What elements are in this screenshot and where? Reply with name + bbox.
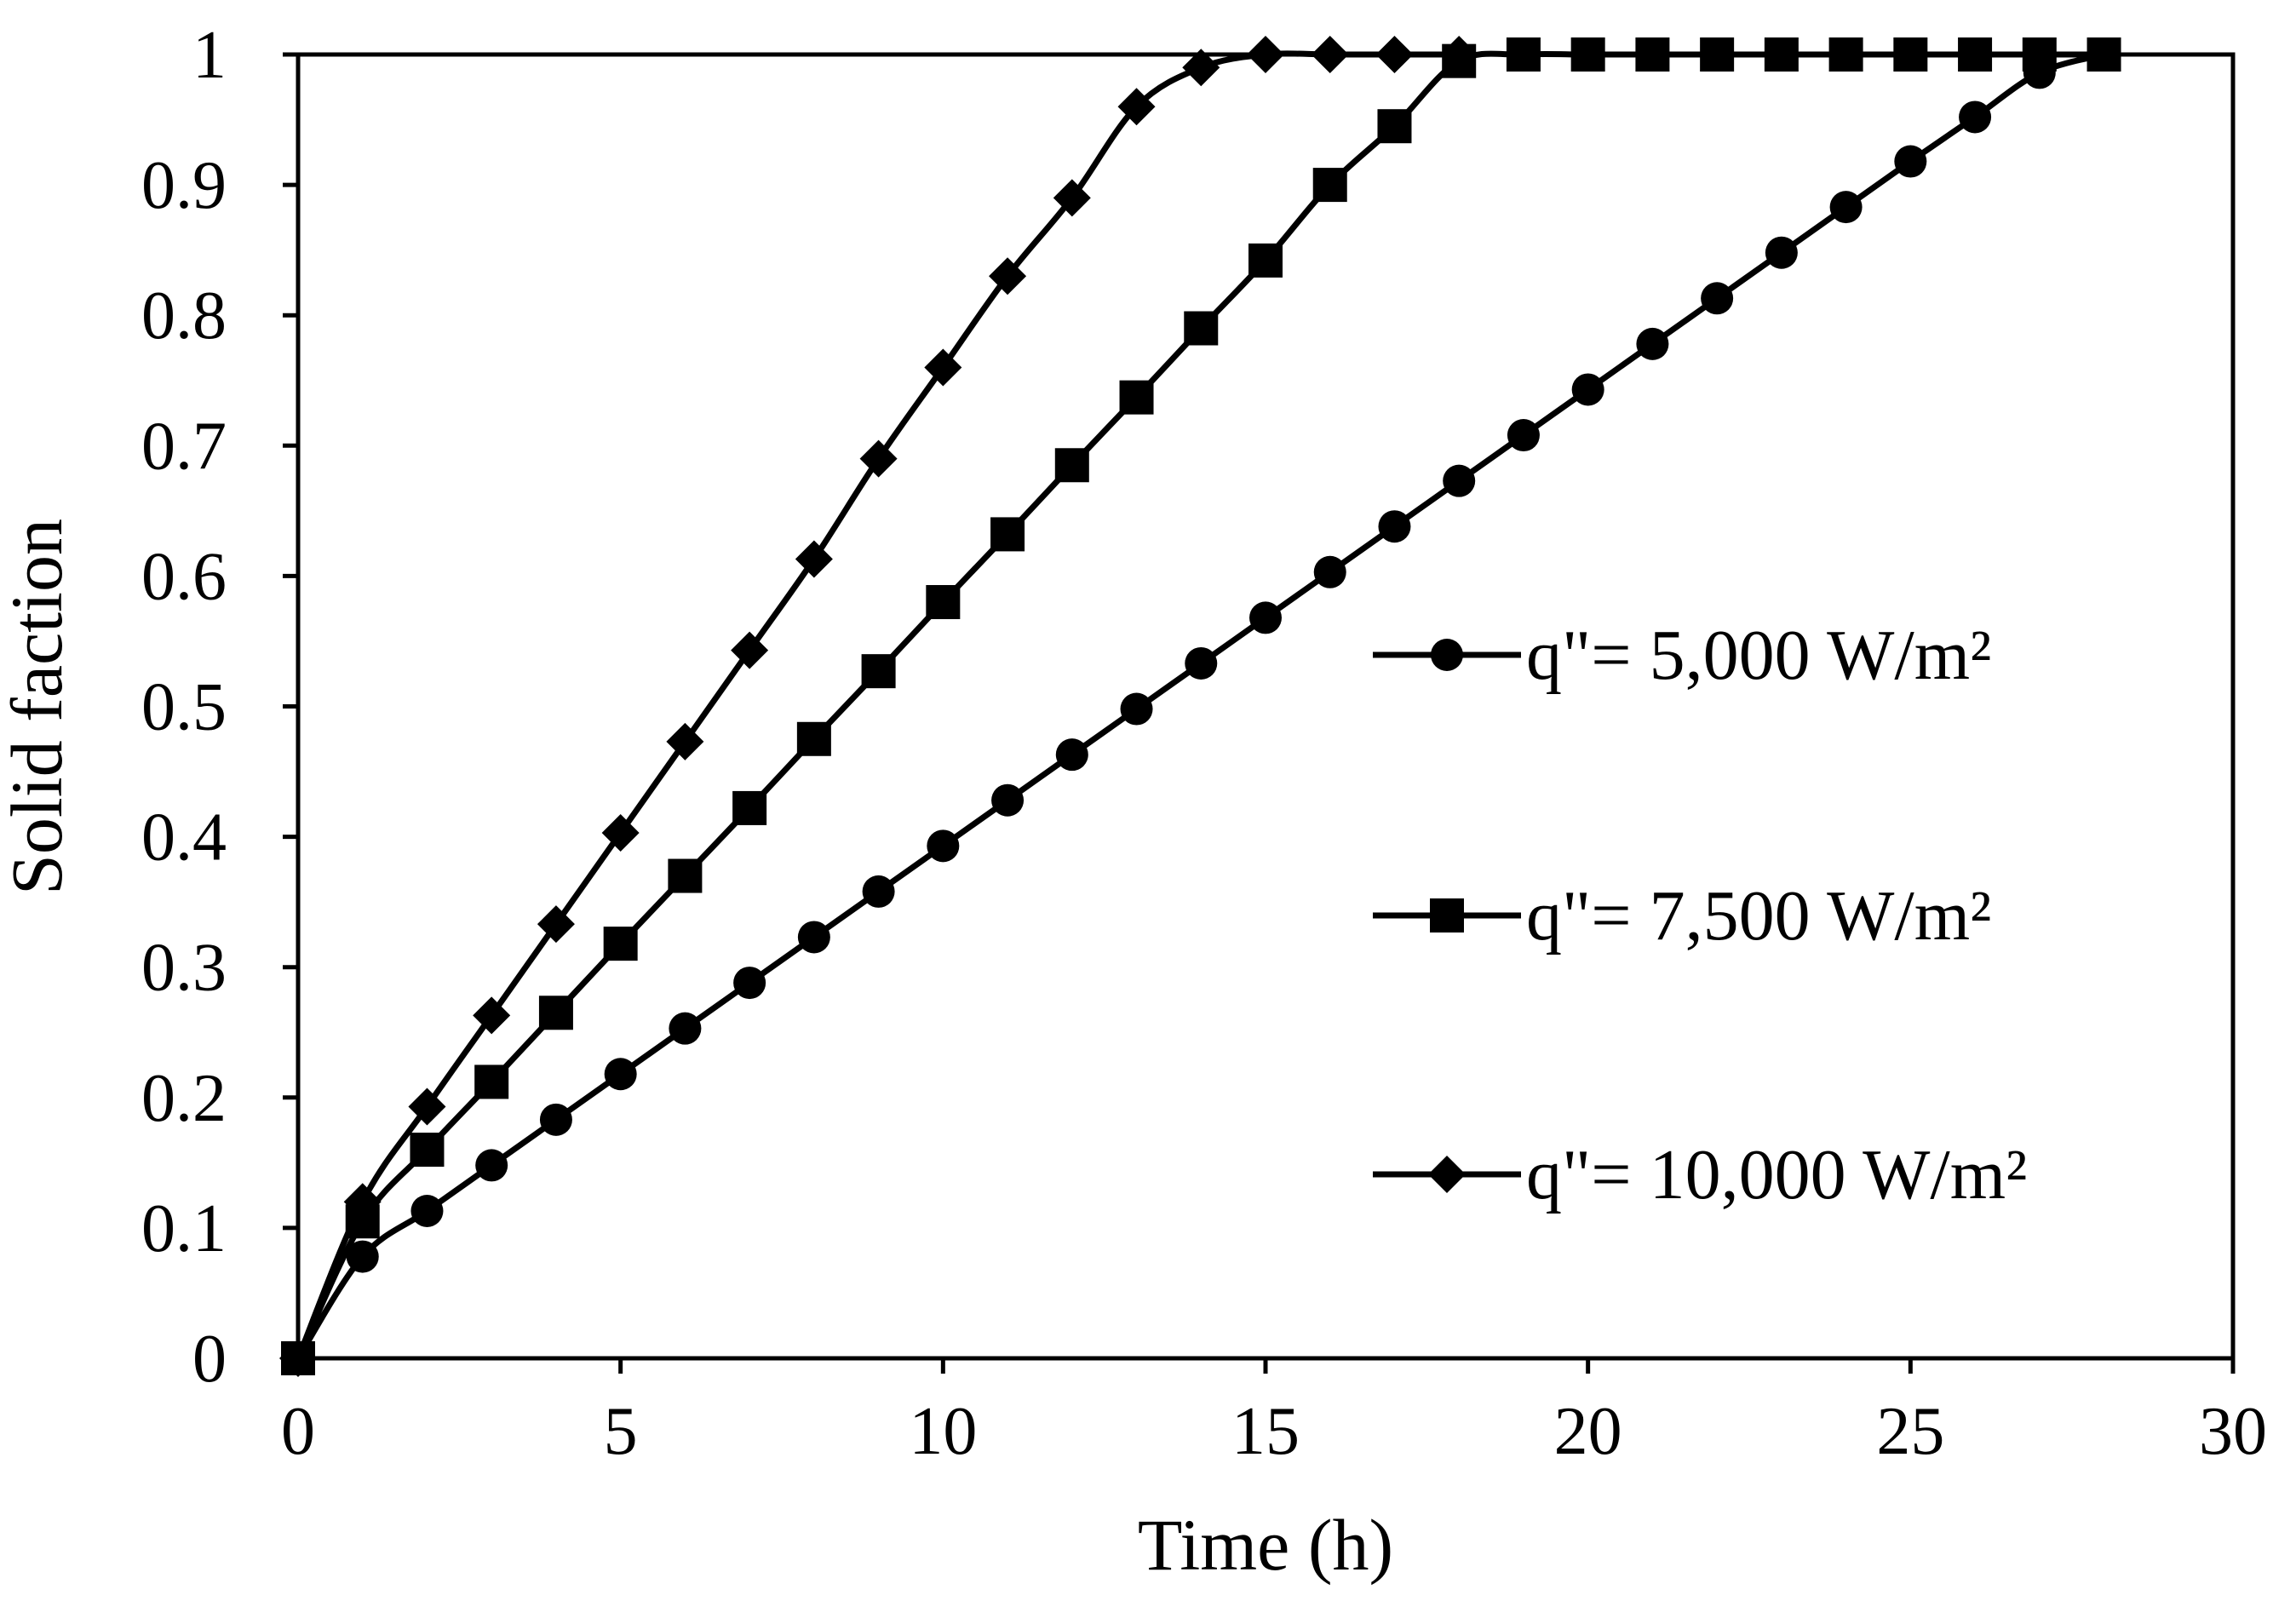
legend-entry-5000-wm2: q"= 5,000 W/m²	[1373, 616, 1991, 695]
circle-data-point	[410, 1194, 444, 1227]
legend-entry-7500-wm2: q"= 7,500 W/m²	[1373, 876, 1991, 955]
y-axis-title: Solid faction	[0, 519, 77, 895]
legend-label: q"= 10,000 W/m²	[1526, 1135, 2027, 1214]
legend-diamond-marker	[1428, 1156, 1466, 1193]
legend-square-marker	[1430, 898, 1464, 932]
square-data-point	[668, 858, 703, 893]
circle-data-point	[797, 921, 830, 954]
circle-data-point	[1443, 464, 1476, 497]
circle-data-point	[991, 783, 1025, 817]
square-data-point	[1184, 311, 1219, 346]
square-data-point	[1119, 380, 1154, 415]
legend: q"= 5,000 W/m² q"= 7,500 W/m² q"= 10,000 W…	[1373, 616, 2027, 1214]
series-7500-wm2	[281, 37, 2121, 1375]
diamond-data-point	[1053, 179, 1091, 217]
circle-data-point	[1571, 373, 1604, 406]
y-tick-label: 0.1	[141, 1191, 227, 1266]
square-data-point	[990, 517, 1025, 552]
diamond-data-point	[537, 905, 575, 944]
square-data-point	[1377, 109, 1412, 144]
y-tick-label: 0.8	[141, 278, 227, 353]
circle-data-point	[1959, 100, 1992, 134]
circle-data-point	[1701, 282, 1734, 315]
square-data-point	[1054, 448, 1089, 483]
diamond-data-point	[666, 722, 704, 760]
circle-data-point	[1894, 145, 1927, 178]
circle-data-point	[1313, 555, 1346, 588]
circle-data-point	[733, 967, 766, 1000]
circle-data-point	[539, 1103, 572, 1136]
circle-data-point	[346, 1240, 379, 1273]
x-tick-label: 5	[604, 1394, 638, 1469]
circle-data-point	[669, 1012, 702, 1045]
legend-circle-marker	[1431, 639, 1463, 671]
x-tick-label: 20	[1554, 1394, 1622, 1469]
diamond-data-point	[924, 348, 962, 387]
y-tick-label: 0.9	[141, 148, 227, 223]
square-data-point	[732, 790, 767, 825]
circle-data-point	[862, 875, 895, 908]
series-line	[295, 50, 1460, 1360]
diamond-data-point	[859, 439, 898, 478]
y-tick-label: 0.2	[141, 1061, 227, 1136]
circle-data-point	[1507, 419, 1540, 452]
circle-data-point	[1249, 601, 1282, 634]
circle-data-point	[1378, 510, 1411, 543]
circle-data-point	[1765, 236, 1798, 269]
diamond-data-point	[1117, 88, 1156, 126]
diamond-data-point	[1182, 49, 1220, 87]
square-data-point	[861, 654, 896, 689]
square-data-point	[410, 1133, 445, 1168]
circle-data-point	[604, 1058, 637, 1091]
square-data-point	[538, 996, 573, 1030]
diamond-data-point	[989, 257, 1027, 296]
square-data-point	[603, 927, 638, 961]
y-tick-label: 0.3	[141, 931, 227, 1006]
x-tick-label: 25	[1876, 1394, 1944, 1469]
legend-label: q"= 7,500 W/m²	[1526, 876, 1991, 955]
legend-label: q"= 5,000 W/m²	[1526, 616, 1991, 695]
circle-data-point	[1055, 738, 1088, 772]
circle-data-point	[927, 829, 960, 863]
legend-entry-10000-wm2: q"= 10,000 W/m²	[1373, 1135, 2027, 1214]
diamond-data-point	[731, 631, 769, 669]
y-tick-label: 1	[192, 18, 227, 93]
square-data-point	[474, 1064, 509, 1099]
diamond-data-point	[795, 540, 833, 578]
square-data-point	[1248, 243, 1283, 278]
y-tick-label: 0.5	[141, 670, 227, 745]
circle-data-point	[1120, 692, 1153, 726]
diamond-data-point	[343, 1183, 382, 1221]
y-tick-label: 0	[192, 1322, 227, 1397]
x-axis-title: Time (h)	[1138, 1504, 1393, 1586]
circle-data-point	[1829, 191, 1863, 224]
diamond-data-point	[408, 1087, 446, 1126]
circle-data-point	[1185, 646, 1218, 680]
circle-data-point	[1636, 327, 1669, 360]
square-data-point	[1312, 168, 1347, 203]
series-5000-wm2	[282, 38, 2121, 1374]
x-tick-label: 30	[2199, 1394, 2267, 1469]
square-data-point	[796, 721, 831, 756]
diamond-data-point	[473, 996, 511, 1035]
x-tick-label: 0	[281, 1394, 315, 1469]
x-tick-label: 10	[909, 1394, 977, 1469]
x-tick-label: 15	[1231, 1394, 1300, 1469]
diamond-data-point	[601, 814, 640, 852]
square-data-point	[926, 585, 961, 620]
y-tick-label: 0.6	[141, 539, 227, 614]
y-tick-label: 0.7	[141, 409, 227, 484]
y-tick-label: 0.4	[141, 800, 227, 875]
circle-data-point	[475, 1149, 508, 1182]
series-10000-wm2	[279, 36, 1478, 1377]
